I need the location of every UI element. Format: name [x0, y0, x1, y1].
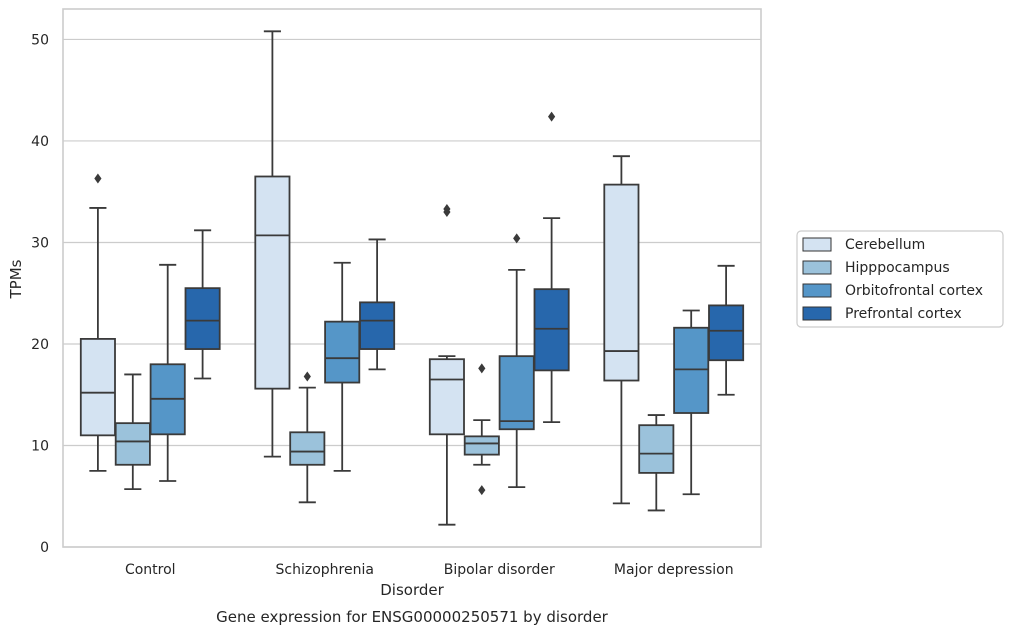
- box-prefrontal-cortex-major-depression: [708, 264, 745, 396]
- outlier-point: [303, 371, 311, 382]
- x-axis-label: Disorder: [380, 581, 444, 599]
- plot-border: [62, 8, 762, 548]
- box-cerebellum-major-depression: [603, 155, 640, 505]
- box-orbitofrontal-cortex-schizophrenia: [324, 261, 361, 472]
- box-prefrontal-cortex-control: [184, 229, 221, 380]
- y-axis-ticks: 0 10 20 30 40 50: [31, 32, 49, 556]
- box-cerebellum-control: [79, 173, 116, 472]
- box-iqr: [289, 431, 326, 466]
- y-tick-label: 20: [31, 337, 49, 353]
- outlier-point: [513, 233, 521, 244]
- box-iqr: [638, 424, 675, 474]
- y-tick-label: 0: [40, 540, 49, 556]
- legend-item-orbitofrontal-cortex: Orbitofrontal cortex: [802, 283, 983, 299]
- legend-swatch: [802, 283, 832, 298]
- outlier-point: [548, 111, 556, 122]
- y-tick-label: 30: [31, 235, 49, 251]
- box-cerebellum-schizophrenia: [254, 30, 291, 458]
- box-hipppocampus-schizophrenia: [289, 371, 326, 504]
- box-iqr: [254, 175, 291, 390]
- box-iqr: [708, 304, 745, 362]
- x-tick-label-control: Control: [125, 562, 176, 578]
- x-tick-label-major-depression: Major depression: [614, 562, 734, 578]
- outlier-point: [478, 485, 486, 496]
- box-iqr: [603, 183, 640, 382]
- legend-item-hipppocampus: Hipppocampus: [802, 260, 950, 276]
- legend-label: Hipppocampus: [845, 260, 950, 276]
- outlier-point: [443, 203, 451, 214]
- x-axis-ticks: Control Schizophrenia Bipolar disorder Majo…: [125, 562, 734, 578]
- box-orbitofrontal-cortex-control: [149, 263, 186, 482]
- box-iqr: [498, 355, 535, 431]
- legend-item-cerebellum: Cerebellum: [802, 237, 925, 253]
- chart-caption: Gene expression for ENSG00000250571 by d…: [216, 608, 609, 626]
- x-tick-label-bipolar-disorder: Bipolar disorder: [444, 562, 555, 578]
- y-axis-label: TPMs: [7, 259, 25, 299]
- box-iqr: [533, 288, 570, 372]
- box-cerebellum-bipolar-disorder: [428, 203, 465, 526]
- legend-swatch: [802, 237, 832, 252]
- box-iqr: [463, 435, 500, 456]
- outlier-point: [94, 173, 102, 184]
- box-plots: [79, 30, 745, 526]
- y-tick-label: 40: [31, 134, 49, 150]
- x-tick-label-schizophrenia: Schizophrenia: [276, 562, 374, 578]
- box-iqr: [114, 422, 151, 466]
- box-hipppocampus-bipolar-disorder: [463, 363, 500, 496]
- legend: Cerebellum Hipppocampus Orbitofrontal cort…: [796, 230, 1004, 328]
- box-hipppocampus-major-depression: [638, 414, 675, 512]
- plot-frame: [62, 8, 762, 548]
- legend-swatch: [802, 260, 832, 275]
- legend-label: Cerebellum: [845, 237, 925, 253]
- legend-item-prefrontal-cortex: Prefrontal cortex: [802, 306, 962, 322]
- legend-swatch: [802, 306, 832, 321]
- box-iqr: [673, 326, 710, 414]
- box-iqr: [359, 301, 396, 350]
- legend-label: Orbitofrontal cortex: [845, 283, 983, 299]
- box-orbitofrontal-cortex-bipolar-disorder: [498, 233, 535, 489]
- outlier-point: [478, 363, 486, 374]
- box-iqr: [428, 358, 465, 436]
- box-hipppocampus-control: [114, 373, 151, 491]
- box-prefrontal-cortex-bipolar-disorder: [533, 111, 570, 424]
- legend-frame: [796, 230, 1004, 328]
- y-tick-label: 10: [31, 438, 49, 454]
- box-prefrontal-cortex-schizophrenia: [359, 238, 396, 371]
- box-orbitofrontal-cortex-major-depression: [673, 309, 710, 496]
- box-iqr: [184, 287, 221, 350]
- y-tick-label: 50: [31, 32, 49, 48]
- legend-label: Prefrontal cortex: [845, 306, 962, 322]
- box-iqr: [79, 338, 116, 437]
- box-iqr: [324, 320, 361, 384]
